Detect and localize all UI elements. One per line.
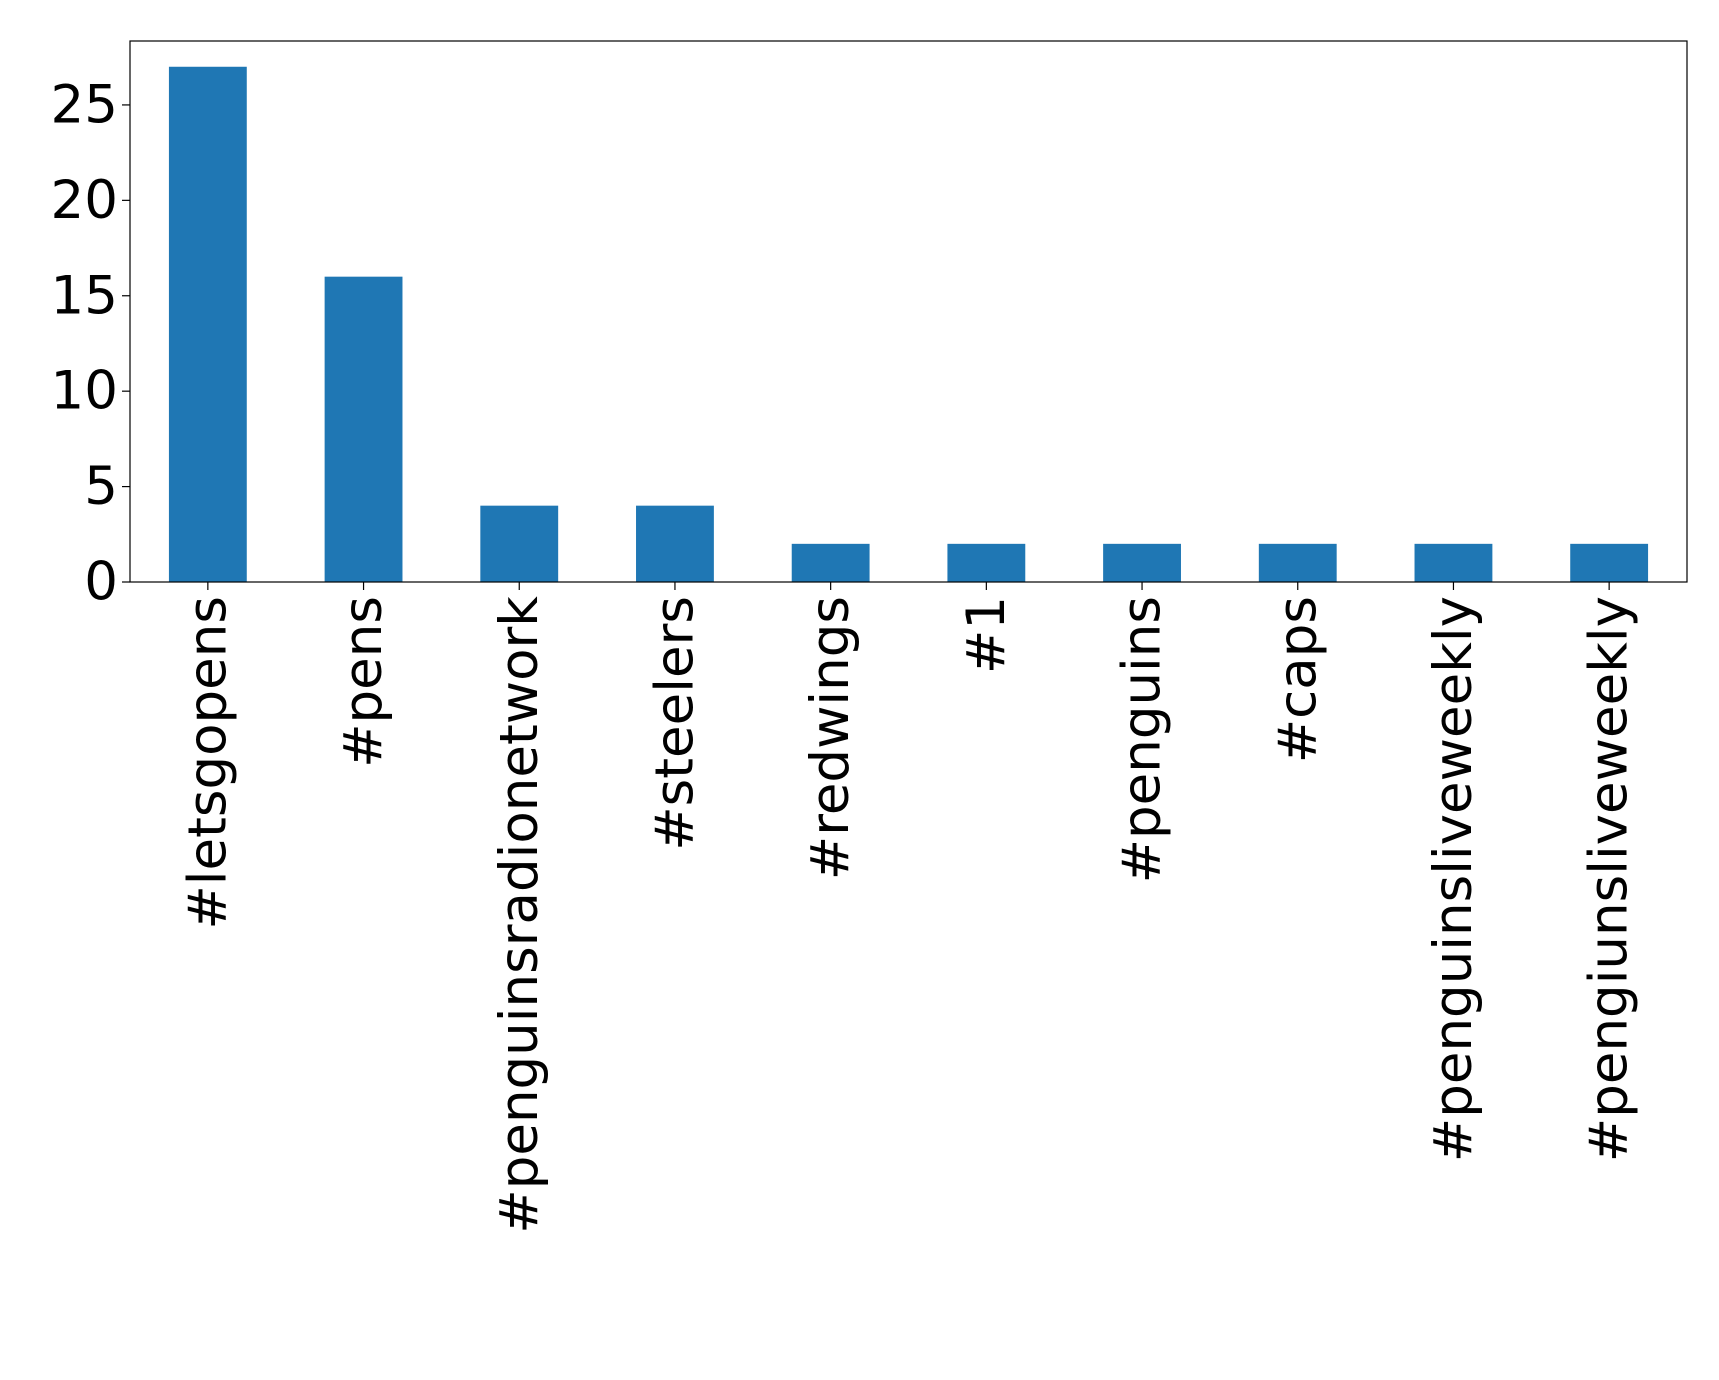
bar — [947, 543, 1026, 582]
bar — [1258, 543, 1337, 582]
bar — [1570, 543, 1649, 582]
bar — [324, 276, 403, 582]
y-tick-label: 20 — [51, 170, 118, 231]
x-tick-label: #penguinsliveweekly — [1423, 596, 1484, 1162]
plot-frame — [129, 40, 1688, 583]
y-tick-label: 25 — [51, 74, 118, 135]
x-tick-label: #redwings — [800, 596, 861, 880]
y-tick-label: 10 — [51, 361, 118, 422]
x-tick-label: #pengiunsliveweekly — [1579, 596, 1640, 1162]
y-tick-label: 5 — [84, 456, 118, 517]
bar — [1103, 543, 1181, 582]
x-tick-label: #penguins — [1112, 596, 1173, 883]
x-tick-label: #steelers — [644, 596, 705, 851]
bar — [1414, 543, 1493, 582]
x-tick-label: #pens — [333, 596, 394, 768]
x-tick-label: #1 — [956, 596, 1017, 674]
bar — [168, 66, 247, 582]
bar — [636, 505, 714, 582]
bar — [791, 543, 870, 582]
bar — [480, 505, 559, 582]
y-tick-label: 0 — [84, 552, 118, 613]
y-tick-label: 15 — [51, 265, 118, 326]
x-tick-label: #penguinsradionetwork — [489, 596, 550, 1234]
x-tick-label: #letsgopens — [177, 596, 238, 930]
x-tick-label: #caps — [1267, 596, 1328, 763]
